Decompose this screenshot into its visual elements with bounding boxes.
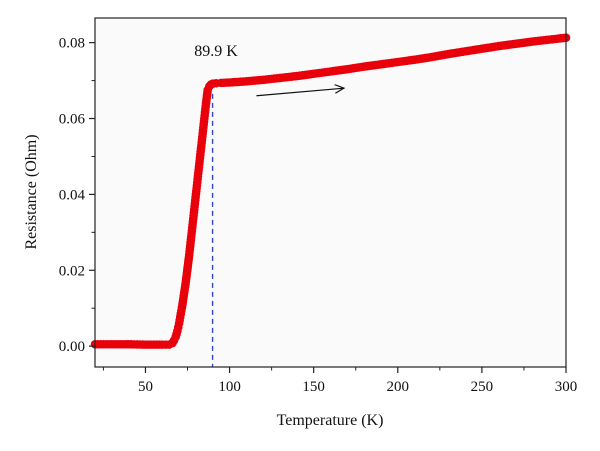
- y-tick-label: 0.00: [59, 339, 85, 355]
- trend-arrow: [256, 87, 345, 97]
- x-tick-label: 300: [555, 379, 578, 395]
- x-tick-label: 150: [302, 379, 325, 395]
- x-tick-label: 50: [138, 379, 153, 395]
- x-tick-label: 250: [471, 379, 494, 395]
- y-tick-label: 0.02: [59, 263, 85, 279]
- y-axis-title: Resistance (Ohm): [23, 134, 40, 249]
- y-tick-label: 0.06: [59, 112, 86, 128]
- data-points: [90, 33, 571, 349]
- transition-temperature-label: 89.9 K: [194, 43, 238, 60]
- y-tick-label: 0.08: [59, 36, 85, 52]
- plot-frame: [94, 17, 567, 368]
- trend-arrowhead: [334, 84, 346, 94]
- x-axis-title: Temperature (K): [277, 412, 384, 429]
- x-axis-ticks: 50 100 150 200 250 300: [102, 367, 578, 395]
- x-tick-label: 200: [387, 379, 410, 395]
- x-tick-label: 100: [218, 379, 241, 395]
- y-tick-label: 0.04: [59, 187, 86, 203]
- plot-background: [95, 18, 566, 367]
- y-axis-ticks: 0.00 0.02 0.04 0.06 0.08: [59, 36, 95, 355]
